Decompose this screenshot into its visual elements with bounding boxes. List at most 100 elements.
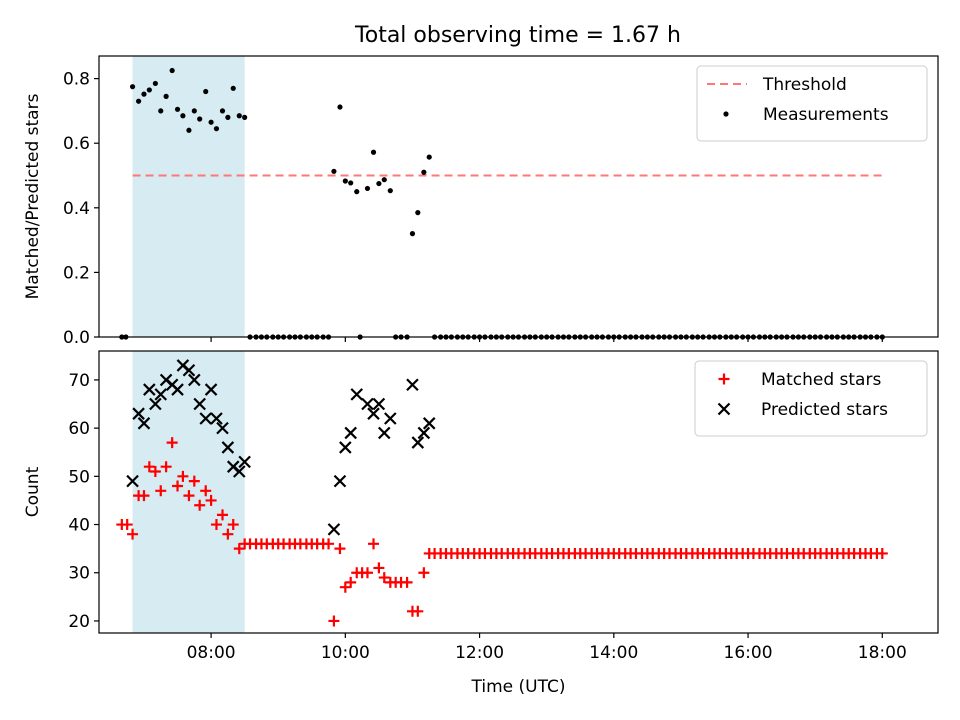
x-tick-label: 08:00 [187, 643, 236, 663]
data-point [361, 397, 374, 411]
data-point [417, 426, 431, 440]
data-point [238, 455, 251, 469]
data-point [242, 114, 248, 120]
data-point [217, 509, 229, 521]
data-point [339, 581, 351, 593]
data-point [372, 397, 386, 411]
y-tick-label: 0.0 [63, 328, 90, 348]
data-point [166, 437, 178, 449]
legend-swatch-plus [718, 373, 730, 385]
data-point [331, 168, 337, 174]
data-point [225, 114, 231, 120]
data-point [143, 461, 155, 473]
data-point [376, 180, 382, 187]
data-point [186, 127, 192, 133]
data-point [188, 475, 200, 487]
data-point [191, 108, 197, 114]
data-point [216, 421, 229, 435]
data-point [152, 80, 158, 87]
legend-label: Matched stars [761, 370, 881, 390]
data-point [149, 397, 162, 411]
data-point [199, 412, 212, 425]
data-point [188, 373, 201, 387]
legend-swatch-dot [723, 111, 729, 117]
data-point [233, 465, 246, 478]
x-tick-label: 16:00 [724, 643, 773, 663]
data-point [876, 547, 888, 559]
data-point [368, 538, 380, 550]
data-point [208, 119, 214, 125]
data-point [219, 108, 226, 114]
legend-swatch-cross [717, 402, 731, 416]
bottom-y-axis-label: Count [23, 466, 43, 517]
data-point [378, 572, 390, 584]
data-point [411, 436, 425, 449]
panel-counts: 20 30 40 50 60 70 08:00 10:00 12:00 14:00 16:00 18:… [23, 350, 939, 697]
data-point [180, 113, 186, 119]
x-tick-label: 14:00 [589, 643, 638, 663]
data-point [155, 485, 167, 497]
y-tick-label: 30 [68, 564, 90, 584]
y-tick-label: 70 [68, 371, 90, 391]
x-tick-label: 18:00 [858, 643, 907, 663]
data-point [149, 466, 161, 478]
data-point [361, 567, 373, 579]
y-tick-label: 20 [68, 612, 90, 632]
legend-label: Measurements [763, 105, 889, 125]
data-point [370, 149, 377, 155]
y-tick-label: 0.6 [63, 134, 90, 154]
data-point [345, 576, 357, 588]
data-point [126, 474, 139, 488]
data-point [121, 519, 133, 531]
data-point [200, 485, 212, 497]
top-y-axis-label: Matched/Predicted stars [23, 93, 43, 299]
panel-ratio: 0.0 0.2 0.4 0.6 0.8 Matched/Predicted stars Th… [23, 55, 939, 348]
data-point [169, 67, 175, 74]
data-point [146, 87, 152, 93]
legend-box [694, 360, 928, 437]
data-point [172, 480, 184, 492]
x-tick-label: 10:00 [321, 643, 370, 663]
data-point [230, 85, 236, 91]
y-tick-label: 60 [68, 419, 90, 439]
data-point [364, 185, 371, 192]
top-legend: Threshold Measurements [696, 65, 928, 142]
data-point [137, 417, 151, 430]
data-point [377, 426, 391, 440]
series-predicted-stars [126, 359, 436, 536]
data-point [136, 98, 142, 104]
y-tick-label: 50 [68, 467, 90, 487]
data-point [236, 113, 242, 119]
data-point [183, 490, 195, 502]
data-point [339, 441, 352, 454]
data-point [373, 562, 385, 574]
data-point [367, 407, 380, 420]
data-point [193, 397, 206, 411]
data-point [333, 474, 347, 488]
data-point [138, 490, 150, 502]
data-point [328, 615, 340, 627]
data-point [342, 178, 348, 184]
data-point [204, 383, 218, 396]
data-point [132, 407, 145, 420]
data-point [409, 231, 416, 237]
data-point [384, 412, 397, 425]
data-point [221, 441, 235, 454]
data-point [334, 543, 346, 555]
data-point [412, 605, 424, 617]
data-point [141, 91, 147, 97]
data-point [210, 519, 222, 531]
data-point [348, 180, 354, 186]
y-tick-label: 0.4 [63, 199, 90, 219]
data-point [426, 154, 432, 160]
figure-title: Total observing time = 1.67 h [354, 23, 681, 48]
data-point [171, 383, 184, 396]
legend-label: Predicted stars [761, 400, 888, 420]
y-tick-label: 40 [68, 516, 90, 536]
data-point [344, 426, 357, 440]
data-point [406, 378, 419, 392]
data-point [337, 104, 343, 110]
data-point [387, 188, 393, 194]
data-point [154, 388, 168, 401]
